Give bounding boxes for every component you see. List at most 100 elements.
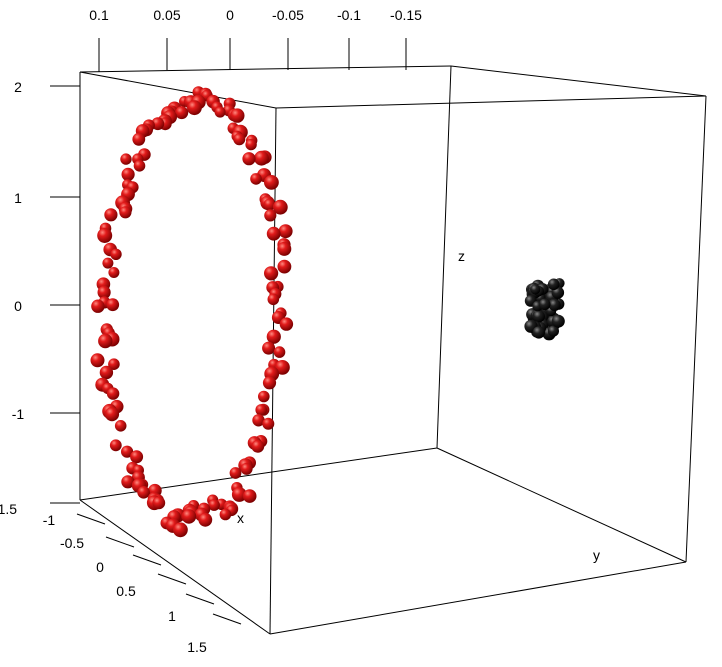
x-tick-mark	[132, 554, 162, 566]
data-point-red	[233, 133, 246, 146]
y-tick-label: 0	[226, 7, 234, 23]
z-tick-label: 1	[14, 190, 22, 206]
data-point-red	[242, 489, 257, 503]
y-tick-label: 0.05	[153, 7, 180, 23]
x-tick-label: -0.5	[60, 535, 84, 551]
z-tick-label: -1	[12, 406, 25, 422]
z-axis-label: z	[458, 248, 465, 264]
data-point-red	[267, 293, 280, 306]
data-point-red	[130, 450, 144, 464]
z-tick-label: 0	[14, 298, 22, 314]
x-tick-mark	[105, 536, 135, 548]
data-point-red	[152, 496, 166, 510]
data-point-red	[187, 100, 202, 116]
data-point-black	[547, 325, 560, 337]
data-point-red	[110, 248, 122, 260]
data-point-red	[106, 387, 120, 400]
x-tick-mark	[212, 613, 242, 625]
data-point-red	[97, 228, 113, 243]
box-edge	[436, 447, 687, 563]
data-point-red	[230, 108, 245, 123]
data-point-red	[208, 499, 220, 511]
y-tick-label: -0.15	[390, 7, 422, 23]
data-point-red	[264, 175, 279, 190]
data-point-red	[108, 267, 120, 278]
data-point-red	[102, 257, 114, 269]
data-point-red	[108, 358, 120, 371]
y-axis-label: y	[593, 547, 600, 563]
box-edge	[79, 499, 271, 635]
data-point-red	[121, 167, 135, 181]
data-point-red	[198, 512, 213, 527]
data-point-red	[254, 150, 269, 166]
data-point-black	[530, 284, 541, 295]
data-point-black	[532, 310, 546, 323]
data-point-red	[273, 346, 286, 358]
data-point-red	[121, 445, 134, 458]
data-point-red	[252, 414, 265, 427]
data-point-red	[266, 226, 281, 241]
data-point-red	[175, 106, 189, 120]
y-tick-label: -0.1	[337, 7, 361, 23]
x-tick-label: 1.5	[187, 639, 207, 655]
data-point-red	[263, 198, 276, 211]
data-point-red	[137, 486, 150, 499]
data-point-red	[277, 241, 292, 256]
data-point-red	[262, 417, 275, 430]
data-point-red	[266, 329, 281, 344]
z-tick-label: -1.5	[0, 501, 17, 517]
data-point-black	[547, 278, 560, 291]
z-axis-ticks: 2 1 0 -1 -1.5	[0, 79, 80, 517]
data-point-red	[91, 299, 105, 313]
data-point-red	[133, 160, 146, 172]
data-point-red	[229, 467, 242, 479]
data-point-red	[231, 487, 247, 502]
data-point-black	[538, 298, 551, 311]
data-point-red	[98, 333, 113, 349]
data-point-red	[97, 285, 111, 299]
data-point-red	[104, 208, 118, 222]
data-point-red	[181, 509, 197, 524]
x-tick-label: 1	[168, 608, 176, 624]
x-tick-label: -1	[43, 512, 56, 528]
data-point-red	[173, 522, 188, 538]
data-point-red	[109, 439, 122, 452]
x-tick-label: 0.5	[116, 583, 136, 599]
data-point-red	[121, 475, 135, 489]
bounding-box	[79, 65, 707, 635]
data-point-red	[277, 259, 292, 274]
box-edge	[79, 65, 452, 73]
data-point-red	[251, 440, 265, 453]
data-point-red	[219, 508, 232, 521]
data-point-red	[104, 407, 120, 422]
data-point-red	[240, 462, 253, 475]
data-point-red	[114, 420, 127, 432]
data-point-red	[245, 138, 257, 151]
y-tick-label: -0.05	[272, 7, 304, 23]
data-point-red	[279, 317, 294, 331]
x-axis-ticks: -1-0.5 0 0.5 1 1.5	[43, 512, 242, 655]
data-point-red	[106, 298, 120, 312]
data-point-red	[272, 199, 288, 215]
data-point-red	[242, 152, 256, 166]
data-point-red	[132, 132, 146, 146]
data-point-red	[264, 209, 277, 222]
y-tick-label: 0.1	[89, 7, 109, 23]
x-tick-label: 0	[96, 559, 104, 575]
data-point-red	[255, 404, 267, 416]
points	[90, 86, 565, 538]
data-point-black	[532, 326, 545, 339]
box-edge	[436, 65, 452, 449]
data-point-black	[551, 314, 565, 328]
data-point-red	[275, 360, 290, 375]
data-point-red	[99, 365, 114, 380]
data-point-red	[250, 173, 262, 185]
z-tick-label: 2	[14, 79, 22, 95]
x-tick-mark	[157, 573, 187, 585]
data-point-red	[262, 376, 277, 390]
data-point-red	[264, 266, 279, 281]
data-point-red	[262, 341, 276, 355]
box-edge	[269, 561, 687, 635]
box-edge	[450, 65, 707, 97]
